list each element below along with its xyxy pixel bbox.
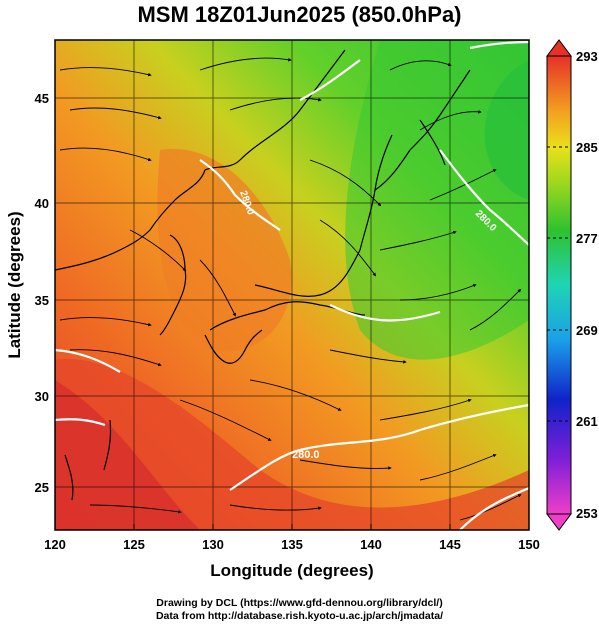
isotherm-contours [55,40,529,530]
map-title: MSM 18Z01Jun2025 (850.0hPa) [137,2,462,27]
y-tick-label: 25 [35,480,49,495]
colorbar-tick-label: 269 [576,323,598,338]
y-tick-label: 45 [35,91,49,106]
colorbar-tick-label: 285 [576,140,598,155]
x-tick-label: 135 [281,537,303,552]
colorbar-tick-label: 293 [576,49,598,64]
y-axis-label: Latitude (degrees) [5,211,24,358]
wind-streamlines [59,57,522,521]
colorbar-tick-label: 277 [576,231,598,246]
credit-drawing: Drawing by DCL (https://www.gfd-dennou.o… [156,597,443,609]
colorbar-tick-label: 261 [576,414,598,429]
x-tick-label: 120 [44,537,66,552]
colorbar-tick-labels: 293 285 277 269 261 253 [576,49,598,521]
colorbar-tick-label: 253 [576,506,598,521]
x-tick-label: 145 [439,537,461,552]
contour-label: 280.0 [292,449,320,461]
colorbar [546,39,572,531]
y-tick-labels: 25 30 35 40 45 [35,91,49,495]
x-axis-label: Longitude (degrees) [210,561,373,580]
x-tick-labels: 120 125 130 135 140 145 150 [44,537,540,552]
y-tick-label: 30 [35,389,49,404]
x-tick-marks [54,524,530,530]
y-tick-label: 35 [35,293,49,308]
x-tick-label: 125 [123,537,145,552]
x-tick-label: 140 [360,537,382,552]
coastlines [55,49,471,501]
credit-data-source: Data from http://database.rish.kyoto-u.a… [155,610,444,622]
y-tick-label: 40 [35,196,49,211]
x-tick-label: 130 [202,537,224,552]
x-tick-label: 150 [518,537,540,552]
